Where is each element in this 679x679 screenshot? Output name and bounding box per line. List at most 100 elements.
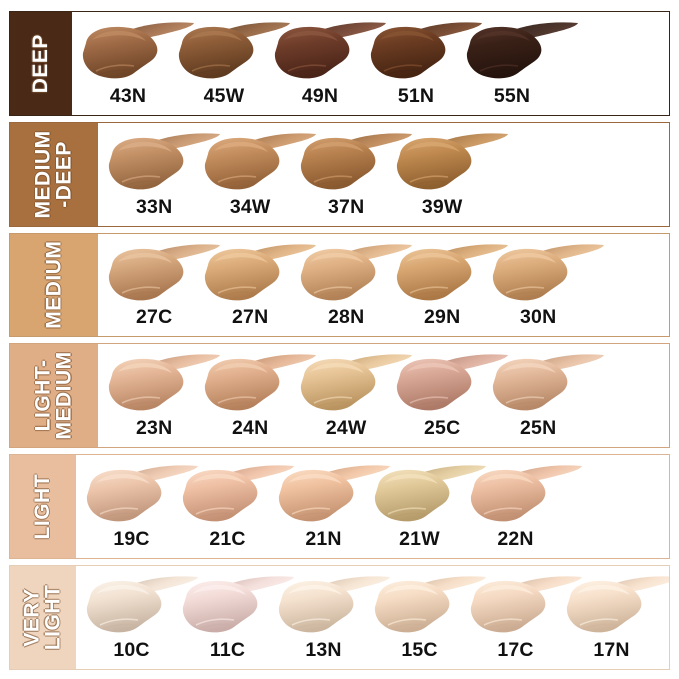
group-label: VERY LIGHT: [20, 584, 65, 651]
group-label-line: MEDIUM: [31, 130, 55, 219]
swatch-area-medium: 27C 27N 28N 29N 30N: [98, 233, 669, 337]
group-band-medium: MEDIUM: [10, 233, 99, 337]
shade-swatch: [294, 353, 414, 415]
shade-cell[interactable]: 45W: [168, 12, 296, 115]
shade-swatch: [198, 353, 318, 415]
shade-cell[interactable]: 21C: [172, 455, 300, 558]
shade-code-label: 23N: [135, 417, 173, 440]
shade-cell[interactable]: 10C: [76, 566, 204, 669]
group-label: MEDIUM: [42, 240, 66, 330]
shade-cell[interactable]: 22N: [460, 455, 588, 558]
shade-code-label: 33N: [135, 195, 173, 218]
shade-cell[interactable]: 34W: [194, 123, 322, 226]
shade-code-label: 17C: [497, 638, 534, 661]
swatch-area-medium-deep: 33N 34W 37N 39W: [98, 122, 669, 226]
shade-swatch: [294, 243, 414, 305]
shade-code-label: 19C: [113, 528, 150, 551]
shade-code-label: 55N: [493, 84, 531, 107]
shade-cell[interactable]: 25C: [386, 344, 514, 447]
shade-swatch: [176, 464, 296, 526]
group-label-line: -DEEP: [53, 140, 77, 208]
shade-cell[interactable]: 19C: [76, 455, 204, 558]
shade-swatch: [268, 21, 388, 83]
shade-cell[interactable]: 13N: [268, 566, 396, 669]
group-label-line: DEEP: [29, 33, 53, 93]
group-label: DEEP: [29, 33, 53, 93]
shade-cell[interactable]: 17N: [556, 566, 669, 669]
shade-cell[interactable]: 23N: [98, 344, 226, 447]
shade-code-label: 24W: [325, 417, 367, 440]
shade-cell[interactable]: 43N: [72, 12, 200, 115]
group-band-light-medium: LIGHT- MEDIUM: [10, 344, 99, 448]
shade-swatch: [176, 575, 296, 637]
shade-swatch: [560, 575, 669, 637]
shade-swatch: [102, 243, 222, 305]
shade-swatch: [390, 132, 510, 194]
shade-code-label: 43N: [109, 84, 147, 107]
shade-row-light: LIGHT 19C 21C 21N 21W 22N: [9, 454, 670, 560]
shade-cell[interactable]: 25N: [482, 344, 610, 447]
shade-cell[interactable]: 27C: [98, 234, 226, 337]
shade-cell[interactable]: 28N: [290, 234, 418, 337]
shade-code-label: 21N: [305, 528, 342, 551]
shade-cell[interactable]: 37N: [290, 123, 418, 226]
group-label: LIGHT- MEDIUM: [32, 351, 77, 440]
group-label-line: LIGHT: [41, 584, 65, 651]
shade-swatch: [464, 575, 584, 637]
swatch-area-light: 19C 21C 21N 21W 22N: [75, 455, 669, 559]
shade-code-label: 34W: [229, 195, 271, 218]
shade-cell[interactable]: 29N: [386, 234, 514, 337]
shade-code-label: 39W: [421, 195, 463, 218]
shade-cell[interactable]: 17C: [460, 566, 588, 669]
shade-code-label: 24N: [231, 417, 269, 440]
shade-swatch: [80, 575, 200, 637]
shade-cell[interactable]: 39W: [386, 123, 514, 226]
shade-code-label: 15C: [401, 638, 438, 661]
shade-cell[interactable]: 15C: [364, 566, 492, 669]
shade-row-very-light: VERY LIGHT 10C 11C 13N 15C 17C 17N: [9, 565, 670, 670]
group-label-line: MEDIUM: [42, 240, 66, 330]
shade-cell[interactable]: 51N: [360, 12, 488, 115]
shade-swatch: [198, 132, 318, 194]
shade-code-label: 13N: [305, 638, 342, 661]
shade-cell[interactable]: 33N: [98, 123, 226, 226]
group-label: LIGHT: [31, 474, 54, 540]
shade-swatch: [460, 21, 580, 83]
shade-code-label: 25C: [423, 417, 461, 440]
shade-swatch: [80, 464, 200, 526]
shade-code-label: 51N: [397, 84, 435, 107]
shade-code-label: 30N: [519, 306, 557, 329]
shade-cell[interactable]: 55N: [456, 12, 584, 115]
group-label-line: MEDIUM: [53, 351, 77, 440]
shade-swatch: [486, 353, 606, 415]
shade-swatch: [76, 21, 196, 83]
shade-cell[interactable]: 30N: [482, 234, 610, 337]
shade-cell[interactable]: 21N: [268, 455, 396, 558]
shade-cell[interactable]: 27N: [194, 234, 322, 337]
shade-swatch: [390, 243, 510, 305]
group-band-deep: DEEP: [10, 12, 72, 115]
shade-code-label: 45W: [203, 84, 245, 107]
group-band-medium-deep: MEDIUM -DEEP: [10, 122, 99, 226]
shade-cell[interactable]: 24N: [194, 344, 322, 447]
shade-cell[interactable]: 24W: [290, 344, 418, 447]
shade-code-label: 27C: [135, 306, 173, 329]
shade-swatch: [486, 243, 606, 305]
shade-swatch: [368, 575, 488, 637]
shade-cell[interactable]: 49N: [264, 12, 392, 115]
shade-cell[interactable]: 21W: [364, 455, 492, 558]
group-label: MEDIUM -DEEP: [31, 130, 77, 219]
shade-swatch: [272, 575, 392, 637]
shade-code-label: 29N: [423, 306, 461, 329]
shade-cell[interactable]: 11C: [172, 566, 300, 669]
group-band-light: LIGHT: [10, 455, 76, 559]
shade-code-label: 21C: [209, 528, 246, 551]
shade-swatch: [272, 464, 392, 526]
shade-swatch: [368, 464, 488, 526]
shade-row-light-medium: LIGHT- MEDIUM 23N 24N 24W 25C 25N: [9, 343, 670, 449]
shade-swatch: [294, 132, 414, 194]
swatch-area-deep: 43N 45W 49N 51N 55N: [72, 12, 669, 115]
shade-swatch: [198, 243, 318, 305]
swatch-area-light-medium: 23N 24N 24W 25C 25N: [98, 344, 669, 448]
shade-swatch: [464, 464, 584, 526]
